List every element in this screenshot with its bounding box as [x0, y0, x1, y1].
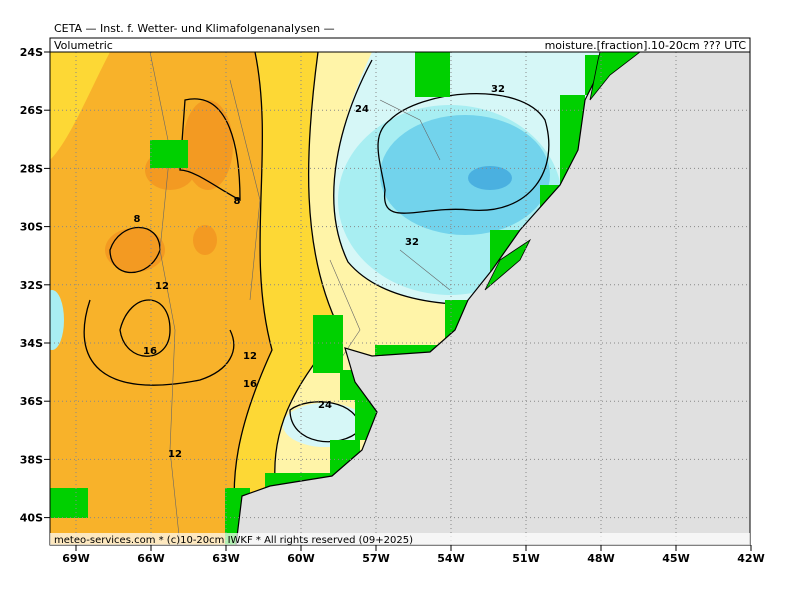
- contour-label: 16: [143, 346, 157, 357]
- title: CETA — Inst. f. Wetter- und Klimafolgena…: [54, 22, 335, 35]
- contour-label: 32: [491, 84, 505, 95]
- contour-label: 8: [134, 214, 141, 225]
- lon-label: 60W: [287, 552, 314, 565]
- map-area: [50, 52, 750, 545]
- lon-label: 45W: [662, 552, 689, 565]
- contour-label: 32: [405, 237, 419, 248]
- lon-label: 69W: [62, 552, 89, 565]
- contour-label: 8: [234, 196, 241, 207]
- lat-label: 40S: [20, 512, 43, 525]
- lon-label: 57W: [362, 552, 389, 565]
- header-left: Volumetric: [54, 39, 113, 52]
- lat-label: 28S: [20, 162, 43, 175]
- contour-label: 24: [318, 400, 332, 411]
- lat-label: 38S: [20, 453, 43, 466]
- contour-label: 12: [168, 449, 182, 460]
- lon-label: 66W: [137, 552, 164, 565]
- lat-label: 24S: [20, 46, 43, 59]
- lat-label: 30S: [20, 221, 43, 234]
- lon-label: 51W: [512, 552, 539, 565]
- lat-label: 26S: [20, 104, 43, 117]
- lat-label: 34S: [20, 337, 43, 350]
- lat-label: 32S: [20, 279, 43, 292]
- lat-label: 36S: [20, 395, 43, 408]
- contour-label: 24: [355, 104, 369, 115]
- lon-label: 42W: [737, 552, 764, 565]
- lon-label: 54W: [437, 552, 464, 565]
- footer: meteo-services.com * (c)10-20cm IWKF * A…: [54, 535, 413, 546]
- contour-labels: 24 32 8 8 12 16 12 16 24 32 12: [134, 84, 505, 460]
- lon-label: 63W: [212, 552, 239, 565]
- contour-label: 12: [243, 351, 257, 362]
- contour-label: 12: [155, 281, 169, 292]
- footer-bg: [50, 533, 750, 545]
- grid: 24S 26S 28S 30S 32S 34S 36S 38S 40S 69W 66W 63W 60W 5…: [20, 46, 765, 565]
- contour-label: 16: [243, 379, 257, 390]
- lon-label: 48W: [587, 552, 614, 565]
- header-right: moisture.[fraction].10-20cm ??? UTC: [545, 39, 747, 52]
